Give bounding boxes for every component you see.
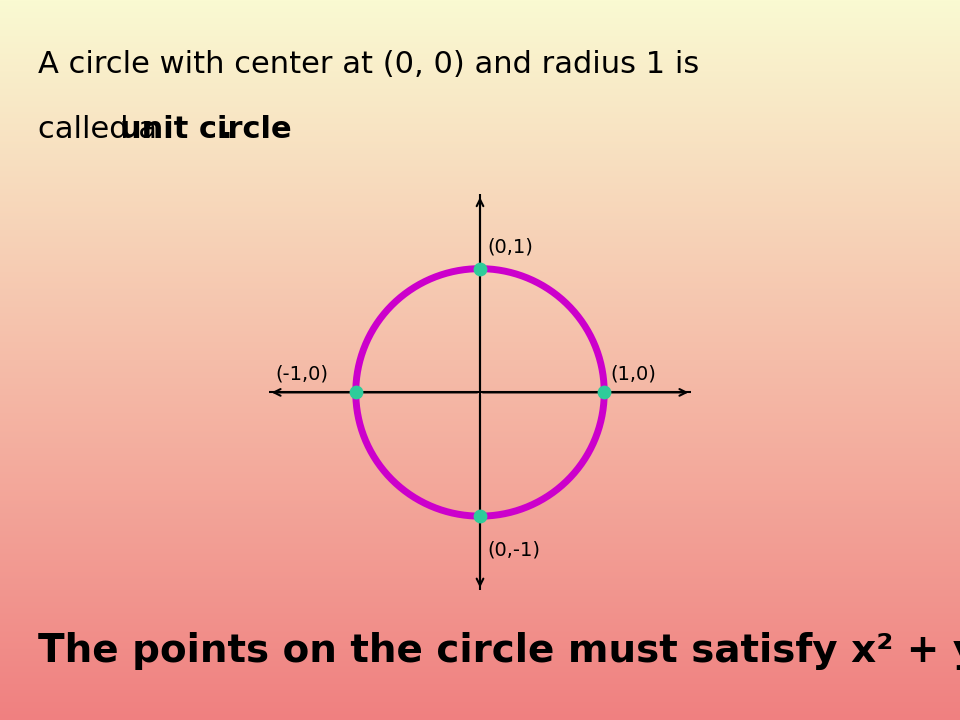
Text: The points on the circle must satisfy x² + y² = 1: The points on the circle must satisfy x²… (38, 631, 960, 670)
Text: called a: called a (38, 115, 167, 144)
Text: (0,-1): (0,-1) (488, 541, 540, 559)
Text: (1,0): (1,0) (611, 365, 657, 384)
Text: unit circle: unit circle (121, 115, 292, 144)
Point (472, 263, 488, 274)
Point (472, 510, 488, 522)
Text: (-1,0): (-1,0) (275, 365, 328, 384)
Text: (0,1): (0,1) (488, 238, 534, 256)
Point (348, 387, 364, 398)
Text: A circle with center at (0, 0) and radius 1 is: A circle with center at (0, 0) and radiu… (38, 50, 700, 79)
Text: .: . (221, 115, 232, 144)
Point (596, 387, 612, 398)
